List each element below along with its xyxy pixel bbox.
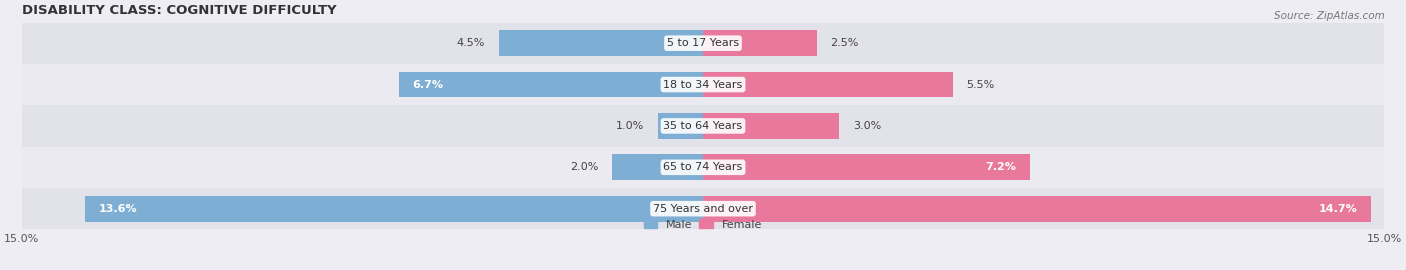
Text: 13.6%: 13.6% [98,204,138,214]
Text: Source: ZipAtlas.com: Source: ZipAtlas.com [1274,11,1385,21]
Bar [21,22,1385,64]
Bar [703,196,1371,221]
Text: 2.5%: 2.5% [830,38,859,48]
Bar [86,196,703,221]
Text: 14.7%: 14.7% [1319,204,1357,214]
Text: 7.2%: 7.2% [986,162,1017,172]
Bar [21,188,1385,230]
Legend: Male, Female: Male, Female [640,215,766,234]
Text: 4.5%: 4.5% [457,38,485,48]
Text: 1.0%: 1.0% [616,121,644,131]
Bar [21,64,1385,105]
Bar [703,72,953,97]
Bar [612,154,703,180]
Text: 5 to 17 Years: 5 to 17 Years [666,38,740,48]
Bar [21,147,1385,188]
Bar [703,113,839,139]
Text: 6.7%: 6.7% [412,80,443,90]
Text: 3.0%: 3.0% [853,121,882,131]
Text: 65 to 74 Years: 65 to 74 Years [664,162,742,172]
Text: 35 to 64 Years: 35 to 64 Years [664,121,742,131]
Bar [499,30,703,56]
Bar [658,113,703,139]
Text: 5.5%: 5.5% [966,80,994,90]
Bar [399,72,703,97]
Text: DISABILITY CLASS: COGNITIVE DIFFICULTY: DISABILITY CLASS: COGNITIVE DIFFICULTY [21,4,336,17]
Bar [703,30,817,56]
Bar [703,154,1031,180]
Text: 2.0%: 2.0% [571,162,599,172]
Bar [21,105,1385,147]
Text: 18 to 34 Years: 18 to 34 Years [664,80,742,90]
Text: 75 Years and over: 75 Years and over [652,204,754,214]
